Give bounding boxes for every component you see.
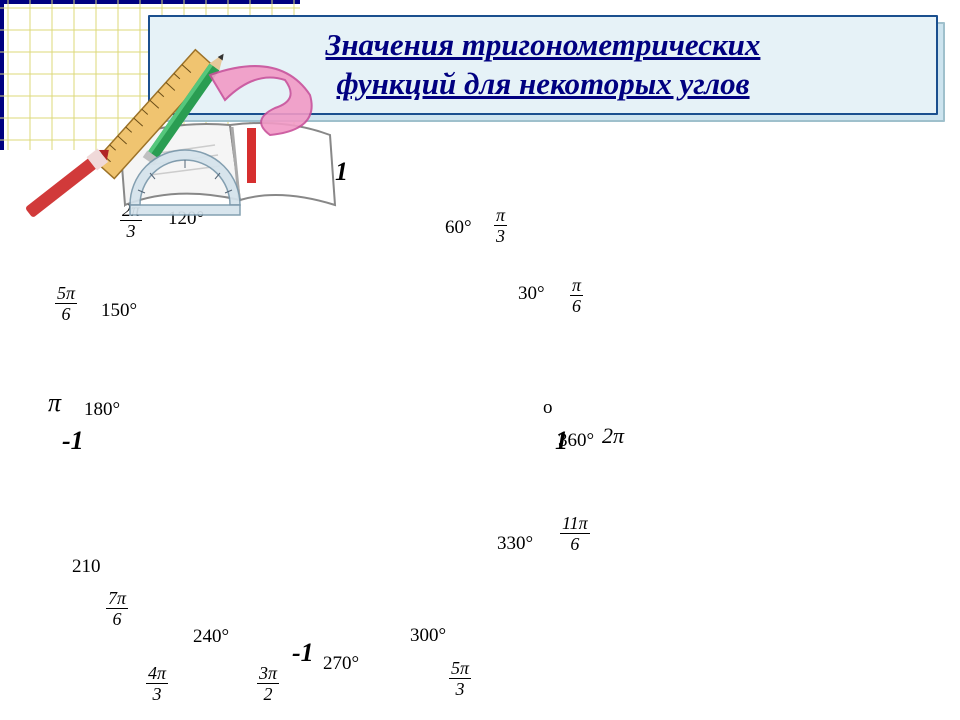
pi-frac: 3π2 (257, 663, 279, 703)
angle-360°: 360° (558, 430, 594, 452)
pi-label-180: π (48, 388, 61, 418)
title-text: Значения тригонометрическихфункций для н… (326, 26, 761, 104)
bookmark-icon (247, 128, 256, 183)
marker-icon (24, 144, 115, 220)
angle-330°: 330° (497, 533, 533, 555)
x-axis-neg1: -1 (62, 426, 84, 456)
angle-300°: 300° (410, 625, 446, 647)
pi-frac: 7π6 (106, 588, 128, 628)
pi-frac: 5π3 (449, 658, 471, 698)
pi-frac: π3 (494, 205, 507, 245)
angle-270°: 270° (323, 653, 359, 675)
y-axis-neg1: -1 (292, 638, 314, 668)
angle-30°: 30° (518, 283, 545, 305)
angle-150°: 150° (101, 300, 137, 322)
angle-60°: 60° (445, 217, 472, 239)
angle-210: 210 (72, 556, 101, 578)
angle-240°: 240° (193, 626, 229, 648)
origin-o: o (543, 397, 553, 419)
pi-frac: 11π6 (560, 513, 590, 553)
pi-frac: 5π6 (55, 283, 77, 323)
pi-frac: 4π3 (146, 663, 168, 703)
pi-frac: π6 (570, 275, 583, 315)
angle-180°: 180° (84, 399, 120, 421)
stationery-illustration (0, 0, 340, 220)
two-pi-label: 2π (602, 423, 624, 449)
